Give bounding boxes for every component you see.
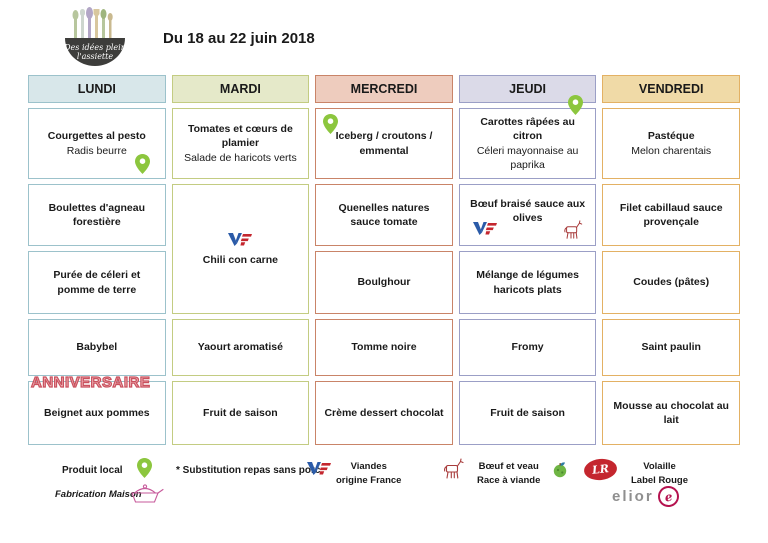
dish-name: Salade de haricots verts [184,151,297,164]
cell-mercredi-entree: Iceberg / croutons / emmental [315,108,453,179]
page-title: Du 18 au 22 juin 2018 [163,30,315,47]
cell-vendredi-accomp: Coudes (pâtes) [602,251,740,314]
legend-viandes-label: Viandes origine France [336,460,401,489]
apple-icon [553,461,567,478]
dish-name: Quenelles natures sauce tomate [338,201,430,228]
cell-mardi-laitage: Yaourt aromatisé [171,319,310,376]
cell-jeudi-accomp: Mélange de légumes haricots plats [458,251,597,314]
dish-name: Coudes (pâtes) [633,276,710,289]
dish-name: Boulettes d'agneau forestière [48,201,146,228]
legend-volaille-line1: Volaille [643,461,676,472]
dish-name: Chili con carne [202,253,279,266]
anniversaire-banner: ANNIVERSAIRE [30,373,151,391]
day-header-vendredi: VENDREDI [602,75,740,103]
legend-boeuf-line1: Bœuf et veau [478,461,539,472]
legend-fabrication-maison-label: Fabrication Maison [55,489,142,500]
dish-name: Filet cabillaud sauce provençale [619,201,723,228]
dish-name: Saint paulin [641,341,701,354]
dish-name: Tomme noire [351,341,417,354]
dish-name: Courgettes al pesto [47,130,146,143]
cell-lundi-laitage: Babybel [28,319,166,376]
dish-name: Babybel [76,341,118,354]
produit-local-pin-icon [134,154,150,174]
cell-jeudi-dessert: Fruit de saison [458,381,597,445]
viandes-france-icon [472,222,497,235]
logo-text-line1: Des idées plein [63,43,126,52]
dish-name: Céleri mayonnaise au paprika [476,144,579,171]
cell-lundi-entree: Courgettes al pesto Radis beurre [28,108,166,179]
elior-swirl-icon: e [656,484,681,509]
label-rouge-logo-text: LR [591,462,610,477]
cell-lundi-accomp: Purée de céleri et pomme de terre [28,251,166,314]
cell-vendredi-laitage: Saint paulin [602,319,740,376]
viandes-france-icon [307,462,331,475]
dish-name: Fruit de saison [203,406,278,419]
cell-mercredi-plat: Quenelles natures sauce tomate [315,184,453,246]
viandes-france-icon [228,232,253,246]
logo-text-line2: l'assiette [77,52,113,61]
legend: Produit local Fabrication Maison * Subst… [0,455,768,525]
dish-name: Mousse au chocolat au lait [613,399,729,426]
race-a-viande-cow-icon [443,458,464,479]
dish-name: Yaourt aromatisé [197,341,283,354]
produit-local-pin-icon [137,458,152,478]
legend-viandes-line1: Viandes [350,461,387,472]
cell-mercredi-accomp: Boulghour [315,251,453,314]
cell-vendredi-plat: Filet cabillaud sauce provençale [602,184,740,246]
brand-logo: Des idées plein l'assiette [58,5,132,67]
produit-local-pin-icon [323,114,339,134]
dish-name: Fromy [511,341,544,354]
day-header-mardi: MARDI [171,75,310,103]
dish-name: Crème dessert chocolat [324,406,444,419]
elior-logo-text: elior [612,488,654,505]
cell-jeudi-laitage: Fromy [458,319,597,376]
dish-name: Carottes râpées au citron [480,116,575,143]
legend-viandes-line2: origine France [336,475,402,487]
day-header-mercredi: MERCREDI [315,75,453,103]
cell-mardi-entree: Tomates et cœurs de plamier Salade de ha… [171,108,310,179]
dish-name: Purée de céleri et pomme de terre [53,269,141,296]
cell-vendredi-dessert: Mousse au chocolat au lait [602,381,740,445]
cell-mardi-plat: Chili con carne [171,184,310,314]
dish-name: Fruit de saison [490,406,565,419]
dish-name: Iceberg / croutons / emmental [335,130,433,157]
cell-mardi-dessert: Fruit de saison [171,381,310,445]
day-header-lundi: LUNDI [28,75,166,103]
utensils-logo-icon: Des idées plein l'assiette [63,7,126,66]
legend-boeuf-line2: Race à viande [477,475,541,487]
legend-volaille-label: Volaille Label Rouge [631,460,688,489]
dish-name: Mélange de légumes haricots plats [476,269,579,296]
label-rouge-logo: LR [582,457,619,482]
produit-local-pin-icon [568,95,584,115]
legend-boeuf-label: Bœuf et veau Race à viande [477,460,540,489]
cell-vendredi-entree: Pastéque Melon charentais [602,108,740,179]
menu-table: LUNDI MARDI MERCREDI JEUDI VENDREDI Cour… [28,75,740,445]
dish-name: Radis beurre [66,144,127,157]
legend-produit-local-label: Produit local [62,465,123,476]
dish-name: Boulghour [357,276,411,289]
cell-lundi-plat: Boulettes d'agneau forestière [28,184,166,246]
dish-name: Pastéque [647,130,695,143]
dish-name: Tomates et cœurs de plamier [187,123,293,150]
race-a-viande-cow-icon [564,220,583,239]
dish-name: Beignet aux pommes [43,406,150,419]
cell-lundi-dessert: ANNIVERSAIRE Beignet aux pommes [28,373,166,445]
legend-substitution-note: * Substitution repas sans porc [176,465,321,476]
dish-name: Melon charentais [631,144,712,157]
dish-name: Bœuf braisé sauce aux olives [470,197,586,224]
cell-mercredi-laitage: Tomme noire [315,319,453,376]
legend-volaille-line2: Label Rouge [631,475,689,487]
cell-mercredi-dessert: Crème dessert chocolat [315,381,453,445]
cell-jeudi-entree: Carottes râpées au citron Céleri mayonna… [458,95,597,179]
fabrication-maison-pot-icon [131,484,164,503]
cell-jeudi-plat: Bœuf braisé sauce aux olives [458,184,597,246]
elior-logo: elior e [612,484,681,509]
